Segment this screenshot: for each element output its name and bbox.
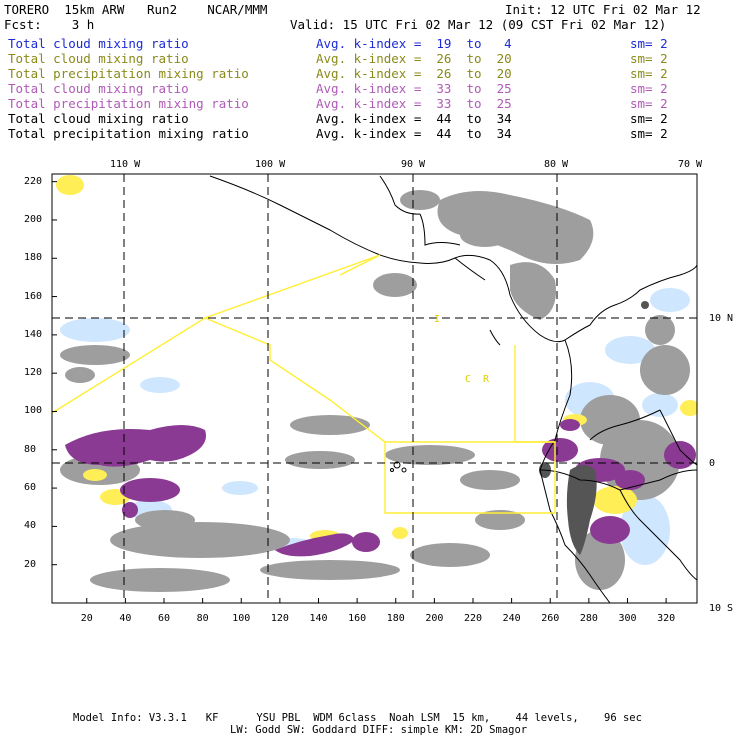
legend-kindex-2: Avg. k-index = 26 to 20: [316, 66, 512, 81]
y-tick-label: 100: [24, 405, 43, 417]
valid-time: Valid: 15 UTC Fri 02 Mar 12 (09 CST Fri …: [290, 17, 667, 32]
cloud-fill-gray: [60, 190, 690, 592]
coastlines: [209, 175, 697, 603]
y-tick-label: 160: [24, 290, 43, 302]
y-tick-label: 180: [24, 252, 43, 264]
legend-kindex-4: Avg. k-index = 33 to 25: [316, 96, 512, 111]
model-info: Model Info: V3.3.1 KF YSU PBL WDM 6class…: [73, 712, 642, 724]
lon-label-90w: 90 W: [401, 159, 426, 170]
field-layer: [56, 175, 697, 592]
model-title: TORERO 15km ARW Run2 NCAR/MMM: [4, 2, 268, 17]
legend-field-2: Total precipitation mixing ratio: [8, 66, 249, 81]
lon-label-70w: 70 W: [678, 159, 703, 170]
x-tick-label: 60: [157, 613, 171, 624]
region-label-cr: C R: [465, 374, 490, 385]
lat-label-0: 0: [709, 458, 716, 469]
legend-kindex-5: Avg. k-index = 44 to 34: [316, 111, 512, 126]
physics-info: LW: Godd SW: Goddard DIFF: simple KM: 2D…: [230, 724, 528, 736]
grid-lines: [52, 174, 697, 603]
map-frame: [51, 173, 698, 604]
y-tick-label: 80: [24, 443, 37, 455]
x-tick-label: 200: [425, 613, 444, 624]
y-tick-label: 200: [24, 213, 43, 225]
region-label-i: I: [434, 314, 441, 325]
x-tick-label: 100: [232, 613, 251, 624]
x-tick-label: 80: [196, 613, 209, 624]
x-tick-label: 160: [348, 613, 367, 624]
legend-kindex-6: Avg. k-index = 44 to 34: [316, 126, 512, 141]
legend-sm-4: sm= 2: [630, 96, 668, 111]
init-time: Init: 12 UTC Fri 02 Mar 12: [505, 2, 701, 17]
forecast-hour: Fcst: 3 h: [4, 17, 95, 32]
lon-label-110w: 110 W: [110, 159, 141, 170]
y-tick-label: 60: [24, 482, 37, 494]
lat-label-10s: 10 S: [709, 603, 734, 614]
legend-field-3: Total cloud mixing ratio: [8, 81, 189, 96]
legend-field-4: Total precipitation mixing ratio: [8, 96, 249, 111]
legend-sm-2: sm= 2: [630, 66, 668, 81]
y-tick-label: 140: [24, 328, 43, 340]
x-tick-label: 40: [119, 613, 132, 624]
legend-field-5: Total cloud mixing ratio: [8, 111, 189, 126]
legend-sm-1: sm= 2: [630, 51, 668, 66]
x-tick-label: 260: [541, 613, 560, 624]
legend-field-6: Total precipitation mixing ratio: [8, 126, 249, 141]
y-tick-label: 20: [24, 558, 37, 570]
x-tick-label: 320: [657, 613, 676, 624]
precip-fill-yellow: [56, 175, 697, 542]
legend-sm-3: sm= 2: [630, 81, 668, 96]
legend-sm-6: sm= 2: [630, 126, 668, 141]
lat-label-10n: 10 N: [709, 313, 734, 324]
x-tick-label: 280: [579, 613, 598, 624]
legend-kindex-1: Avg. k-index = 26 to 20: [316, 51, 512, 66]
axis-ticks: [52, 181, 667, 603]
x-tick-label: 120: [270, 613, 289, 624]
x-tick-label: 220: [463, 613, 483, 624]
legend-field-1: Total cloud mixing ratio: [8, 51, 189, 66]
x-tick-label: 240: [502, 613, 521, 624]
x-tick-label: 20: [80, 613, 93, 624]
x-tick-label: 140: [309, 613, 328, 624]
lon-label-100w: 100 W: [255, 159, 286, 170]
y-tick-label: 40: [24, 520, 37, 532]
legend-sm-0: sm= 2: [630, 36, 668, 51]
y-tick-label: 120: [24, 367, 43, 379]
lon-label-80w: 80 W: [544, 159, 569, 170]
legend-kindex-0: Avg. k-index = 19 to 4: [316, 36, 512, 51]
legend-field-0: Total cloud mixing ratio: [8, 36, 189, 51]
legend-sm-5: sm= 2: [630, 111, 668, 126]
x-tick-label: 180: [386, 613, 405, 624]
x-tick-label: 300: [618, 613, 637, 624]
legend-kindex-3: Avg. k-index = 33 to 25: [316, 81, 512, 96]
boundary-lines: [52, 254, 556, 514]
precip-fill-purple: [65, 419, 696, 557]
y-tick-label: 220: [24, 175, 43, 187]
